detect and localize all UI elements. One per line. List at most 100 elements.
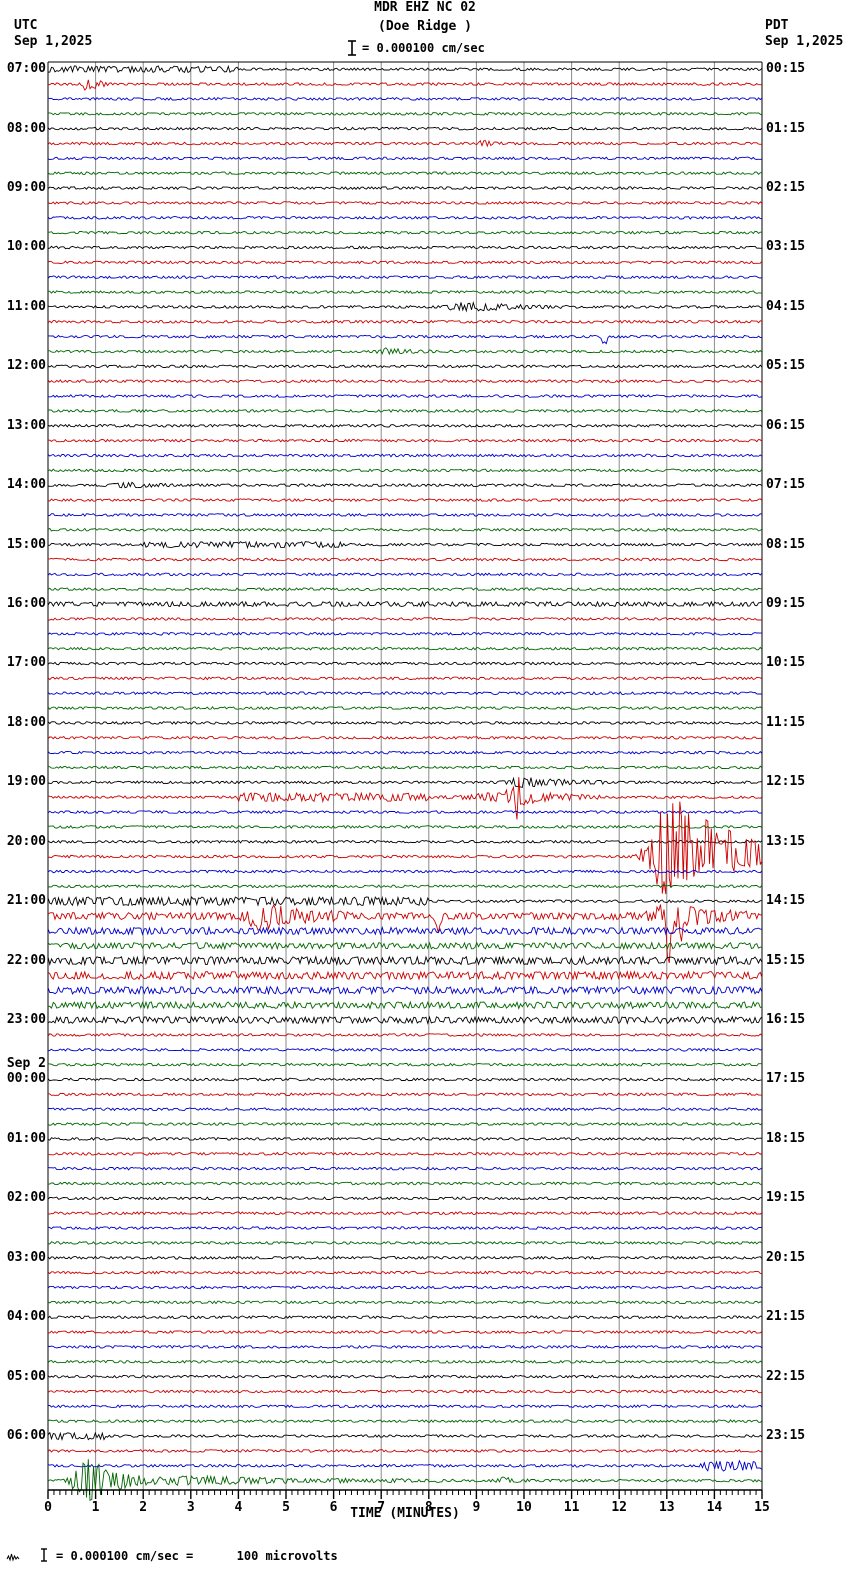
seismogram-trace-1200 <box>47 364 763 369</box>
seismogram-trace-1300 <box>47 423 763 428</box>
x-axis: 0 1 2 3 4 5 6 7 8 9 10 11 12 13 14 15 <box>44 1489 770 1515</box>
pdt-hour-label: 09:15 <box>766 596 806 612</box>
seismogram-trace-0415 <box>47 1330 763 1335</box>
x-axis-title: TIME (MINUTES) <box>350 1506 460 1521</box>
seismogram-trace-2200 <box>47 955 763 967</box>
utc-hour-label: 08:00 <box>6 120 46 136</box>
seismogram-trace-2115 <box>47 904 763 964</box>
seismogram-trace-1145 <box>47 347 763 356</box>
seismogram-trace-1445 <box>47 527 763 532</box>
seismogram-trace-1400 <box>47 481 763 489</box>
utc-hour-label: 21:00 <box>6 893 46 909</box>
station-name: (Doe Ridge ) <box>378 19 472 34</box>
axis-tick-label: 11 <box>564 1500 580 1515</box>
seismogram-trace-1100 <box>47 301 763 313</box>
seismogram-trace-0445 <box>47 1359 763 1364</box>
seismogram-trace-1815 <box>47 735 763 740</box>
pdt-hour-label: 00:15 <box>766 61 806 77</box>
pdt-hour-label: 22:15 <box>766 1368 806 1384</box>
seismogram-trace-1630 <box>47 631 763 636</box>
axis-tick-label: 8 <box>425 1500 433 1515</box>
seismogram-trace-1800 <box>47 720 763 725</box>
seismogram-trace-0645 <box>47 1459 763 1501</box>
seismogram-trace-0345 <box>47 1300 763 1305</box>
pdt-hour-label: 07:15 <box>766 477 806 493</box>
seismogram-trace-2030 <box>47 869 763 874</box>
seismogram-trace-2345 <box>47 1062 763 1067</box>
seismogram-trace-0200 <box>47 1196 763 1201</box>
utc-hour-label: 00:00 <box>6 1071 46 1087</box>
seismogram-trace-2315 <box>47 1032 763 1037</box>
footer-scale-note: = 0.000100 cm/sec = 100 microvolts <box>56 1549 338 1563</box>
seismogram-trace-1715 <box>47 676 763 681</box>
pdt-hour-label: 21:15 <box>766 1309 806 1325</box>
pdt-hour-label: 13:15 <box>766 833 806 849</box>
utc-hour-label: 06:00 <box>6 1428 46 1444</box>
seismogram-trace-0615 <box>47 1448 763 1453</box>
seismogram-trace-0800 <box>47 126 763 131</box>
seismogram-trace-0400 <box>47 1315 763 1320</box>
seismogram-trace-1130 <box>48 334 763 345</box>
axis-tick-label: 14 <box>707 1500 723 1515</box>
seismogram-trace-0600 <box>47 1431 763 1442</box>
seismogram-trace-2215 <box>47 970 763 981</box>
station-title: MDR EHZ NC 02 <box>374 0 476 15</box>
axis-tick-label: 9 <box>472 1500 480 1515</box>
utc-hour-label: 02:00 <box>6 1190 46 1206</box>
seismogram-trace-2130 <box>47 925 763 937</box>
axis-tick-label: 15 <box>754 1500 770 1515</box>
seismogram-trace-0730 <box>47 96 763 101</box>
seismogram-trace-0915 <box>47 200 763 205</box>
seismogram-trace-0015 <box>47 1092 763 1097</box>
seismogram-trace-2015 <box>47 801 763 895</box>
axis-tick-label: 5 <box>282 1500 290 1515</box>
seismogram-trace-0115 <box>48 1151 763 1156</box>
seismogram-trace-0130 <box>47 1166 763 1171</box>
seismogram-trace-0930 <box>47 215 763 220</box>
seismogram-trace-0245 <box>47 1240 763 1245</box>
seismogram-trace-1015 <box>47 260 763 265</box>
pdt-hour-label: 05:15 <box>766 358 806 374</box>
seismogram-trace-1045 <box>47 290 763 295</box>
pdt-hour-label: 04:15 <box>766 298 806 314</box>
seismogram-trace-0230 <box>47 1226 763 1231</box>
axis-tick-label: 10 <box>516 1500 532 1515</box>
seismogram-trace-1430 <box>47 512 763 517</box>
seismogram-trace-2300 <box>47 1015 763 1025</box>
seismogram-trace-2100 <box>47 895 762 907</box>
seismogram-trace-1845 <box>47 765 763 770</box>
seismogram-trace-0715 <box>47 79 763 91</box>
seismogram-trace-0145 <box>47 1181 762 1186</box>
seismogram-trace-1030 <box>47 275 763 280</box>
scale-label: = 0.000100 cm/sec <box>362 41 485 55</box>
seismogram-trace-1415 <box>47 498 763 503</box>
seismogram-trace-0530 <box>47 1404 763 1409</box>
seismogram-trace-1215 <box>47 379 763 384</box>
seismogram-trace-1545 <box>47 587 763 592</box>
left-timezone-label: UTC <box>14 18 38 33</box>
seismogram-trace-1900 <box>47 776 763 788</box>
left-date-label: Sep 1,2025 <box>14 34 93 49</box>
grid-lines <box>47 61 763 1490</box>
pdt-hour-label: 18:15 <box>766 1130 806 1146</box>
pdt-hour-label: 23:15 <box>766 1428 806 1444</box>
seismogram-trace-0830 <box>47 156 763 161</box>
utc-hour-label: 15:00 <box>6 536 46 552</box>
seismogram-trace-1530 <box>47 572 763 577</box>
seismogram-trace-0515 <box>47 1389 763 1394</box>
seismogram-trace-1915 <box>47 777 763 820</box>
axis-tick-label: 1 <box>92 1500 100 1515</box>
pdt-hour-label: 06:15 <box>766 417 806 433</box>
seismogram-trace-0745 <box>48 111 763 116</box>
seismogram-trace-0215 <box>47 1211 763 1216</box>
pdt-hour-label: 19:15 <box>766 1190 806 1206</box>
utc-hour-label: 09:00 <box>6 180 46 196</box>
seismogram-trace-1230 <box>47 394 763 399</box>
utc-hour-label: 11:00 <box>6 298 46 314</box>
seismogram-trace-1730 <box>47 691 763 696</box>
seismogram-trace-2245 <box>47 1000 763 1010</box>
seismogram-trace-0500 <box>47 1374 763 1379</box>
seismogram-trace-0300 <box>47 1255 763 1260</box>
pdt-hour-label: 08:15 <box>766 536 806 552</box>
